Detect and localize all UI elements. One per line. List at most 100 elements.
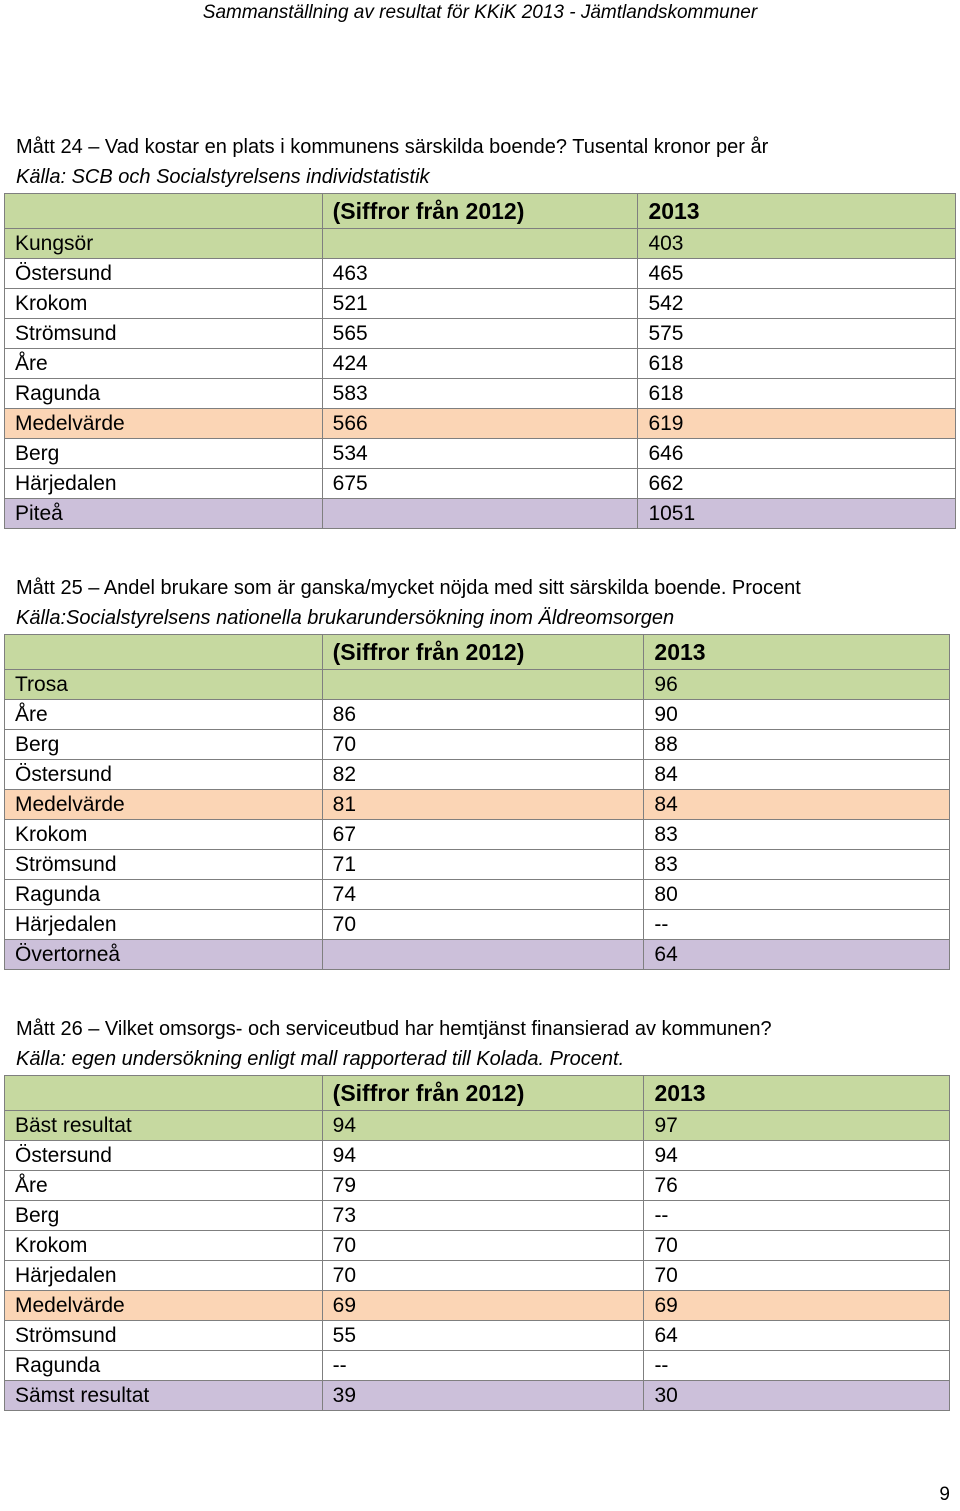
column-header: [4, 634, 323, 670]
table-row: Piteå 1051: [4, 498, 956, 529]
column-header: (Siffror från 2012): [321, 193, 639, 229]
table-row: Härjedalen 70 70: [4, 1260, 950, 1291]
value-2013-cell: 88: [643, 729, 950, 760]
municipality-cell: Krokom: [4, 1230, 323, 1261]
municipality-cell: Åre: [4, 348, 323, 379]
value-2012-cell: 81: [321, 789, 645, 820]
column-header: (Siffror från 2012): [321, 1075, 645, 1111]
value-2012-cell: 583: [321, 378, 639, 409]
value-2012-cell: 70: [321, 729, 645, 760]
table-row: Åre 86 90: [4, 699, 950, 730]
value-2012-cell: 463: [321, 258, 639, 289]
value-2013-cell: 97: [643, 1110, 950, 1141]
value-2013-cell: 83: [643, 819, 950, 850]
table-row: Ragunda 74 80: [4, 879, 950, 910]
value-2013-cell: 64: [643, 939, 950, 970]
value-2013-cell: 84: [643, 789, 950, 820]
value-2012-cell: [321, 228, 639, 259]
municipality-cell: Bäst resultat: [4, 1110, 323, 1141]
page-header: Sammanställning av resultat för KKiK 201…: [202, 2, 758, 23]
average-row: Medelvärde 69 69: [4, 1290, 950, 1321]
value-2013-cell: 70: [643, 1260, 950, 1291]
value-2013-cell: 618: [637, 348, 956, 379]
value-2013-cell: 69: [643, 1290, 950, 1321]
municipality-cell: Ragunda: [4, 1350, 323, 1381]
table-row: Strömsund 565 575: [4, 318, 956, 349]
municipality-cell: Berg: [4, 1200, 323, 1231]
section-1-table: (Siffror från 2012) 2013 Kungsör 403 Östersu…: [4, 193, 956, 529]
value-2012-cell: 67: [321, 819, 645, 850]
column-header: 2013: [643, 1075, 950, 1111]
value-2012-cell: 70: [321, 909, 645, 940]
value-2013-cell: --: [643, 1350, 950, 1381]
value-2013-cell: 96: [643, 669, 950, 700]
value-2013-cell: 83: [643, 849, 950, 880]
value-2013-cell: 64: [643, 1320, 950, 1351]
table-row: Östersund 94 94: [4, 1140, 950, 1171]
municipality-cell: Härjedalen: [4, 1260, 323, 1291]
column-header: [4, 193, 323, 229]
municipality-cell: Härjedalen: [4, 909, 323, 940]
value-2012-cell: 424: [321, 348, 639, 379]
value-2012-cell: 675: [321, 468, 639, 499]
value-2013-cell: 90: [643, 699, 950, 730]
table-row: Strömsund 55 64: [4, 1320, 950, 1351]
table-row: Åre 424 618: [4, 348, 956, 379]
table-row: Ragunda 583 618: [4, 378, 956, 409]
value-2012-cell: 70: [321, 1230, 645, 1261]
municipality-cell: Berg: [4, 438, 323, 469]
municipality-cell: Medelvärde: [4, 408, 323, 439]
municipality-cell: Medelvärde: [4, 789, 323, 820]
table-row: Strömsund 71 83: [4, 849, 950, 880]
value-2012-cell: 69: [321, 1290, 645, 1321]
value-2012-cell: 74: [321, 879, 645, 910]
table-row: Kungsör 403: [4, 228, 956, 259]
municipality-cell: Berg: [4, 729, 323, 760]
value-2013-cell: 575: [637, 318, 956, 349]
municipality-cell: Strömsund: [4, 318, 323, 349]
section-3-title: Mått 26 – Vilket omsorgs- och serviceutb…: [16, 1018, 772, 1040]
value-2012-cell: [321, 498, 639, 529]
average-row: Medelvärde 81 84: [4, 789, 950, 820]
municipality-cell: Östersund: [4, 759, 323, 790]
column-header: (Siffror från 2012): [321, 634, 645, 670]
municipality-cell: Kungsör: [4, 228, 323, 259]
section-2-table: (Siffror från 2012) 2013 Trosa 96 Åre 86 90 Ber…: [4, 634, 950, 970]
table-row: Trosa 96: [4, 669, 950, 700]
column-header: 2013: [643, 634, 950, 670]
value-2013-cell: 76: [643, 1170, 950, 1201]
value-2013-cell: --: [643, 909, 950, 940]
value-2012-cell: 521: [321, 288, 639, 319]
table-row: Berg 534 646: [4, 438, 956, 469]
value-2013-cell: 662: [637, 468, 956, 499]
value-2013-cell: 646: [637, 438, 956, 469]
value-2012-cell: 79: [321, 1170, 645, 1201]
municipality-cell: Krokom: [4, 288, 323, 319]
table-header-row: (Siffror från 2012) 2013: [4, 634, 950, 670]
column-header: 2013: [637, 193, 956, 229]
average-row: Medelvärde 566 619: [4, 408, 956, 439]
section-3-table: (Siffror från 2012) 2013 Bäst resultat 94 97…: [4, 1075, 950, 1411]
value-2013-cell: 618: [637, 378, 956, 409]
table-row: Härjedalen 70 --: [4, 909, 950, 940]
value-2013-cell: 84: [643, 759, 950, 790]
section-2-source: Källa:Socialstyrelsens nationella brukar…: [16, 607, 675, 629]
table-row: Krokom 67 83: [4, 819, 950, 850]
page-number: 9: [939, 1484, 950, 1505]
municipality-cell: Strömsund: [4, 1320, 323, 1351]
table-row: Östersund 463 465: [4, 258, 956, 289]
table-row: Härjedalen 675 662: [4, 468, 956, 499]
value-2012-cell: 565: [321, 318, 639, 349]
table-row: Krokom 521 542: [4, 288, 956, 319]
value-2012-cell: 55: [321, 1320, 645, 1351]
table-row: Sämst resultat 39 30: [4, 1380, 950, 1411]
section-2-title: Mått 25 – Andel brukare som är ganska/my…: [16, 577, 801, 599]
value-2012-cell: 82: [321, 759, 645, 790]
table-row: Bäst resultat 94 97: [4, 1110, 950, 1141]
table-row: Åre 79 76: [4, 1170, 950, 1201]
municipality-cell: Trosa: [4, 669, 323, 700]
section-1-title: Mått 24 – Vad kostar en plats i kommunen…: [16, 136, 769, 158]
municipality-cell: Övertorneå: [4, 939, 323, 970]
table-row: Krokom 70 70: [4, 1230, 950, 1261]
municipality-cell: Piteå: [4, 498, 323, 529]
